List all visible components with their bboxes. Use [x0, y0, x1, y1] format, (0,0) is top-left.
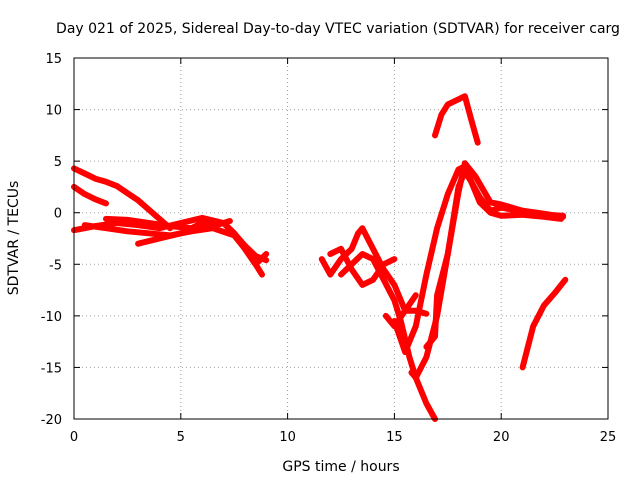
y-tick-label: -20 — [41, 413, 62, 428]
series-arc6 — [103, 215, 233, 232]
series-arc15 — [519, 276, 569, 371]
y-tick-label: -5 — [49, 258, 62, 273]
series-arc13 — [423, 168, 567, 350]
series-arc14 — [432, 93, 481, 146]
y-axis-label: SDTVAR / TECUs — [6, 181, 22, 296]
x-axis-label: GPS time / hours — [282, 459, 399, 475]
y-tick-label: -15 — [41, 361, 62, 376]
series-arc9 — [338, 251, 438, 422]
y-tick-label: 10 — [45, 104, 62, 119]
x-tick-label: 10 — [279, 430, 296, 445]
x-tick-label: 25 — [600, 430, 617, 445]
plot-frame — [73, 57, 609, 420]
y-tick-label: -10 — [41, 310, 62, 325]
axis-ticks: 0 5 10 15 20 25 -20 -15 -10 -5 0 5 10 15 — [41, 52, 617, 445]
x-tick-label: 0 — [70, 430, 78, 445]
x-tick-label: 5 — [177, 430, 185, 445]
series-arc10 — [382, 292, 419, 330]
series-arc1 — [71, 165, 174, 232]
series-arc2 — [71, 183, 109, 207]
series-arc8 — [327, 245, 398, 288]
series-layer — [71, 93, 569, 422]
chart-title: Day 021 of 2025, Sidereal Day-to-day VTE… — [56, 21, 620, 37]
y-tick-label: 0 — [54, 207, 62, 222]
x-tick-label: 20 — [493, 430, 510, 445]
series-arc12 — [408, 160, 567, 381]
y-tick-label: 15 — [45, 52, 62, 67]
y-tick-label: 5 — [54, 155, 62, 170]
x-tick-label: 15 — [386, 430, 403, 445]
